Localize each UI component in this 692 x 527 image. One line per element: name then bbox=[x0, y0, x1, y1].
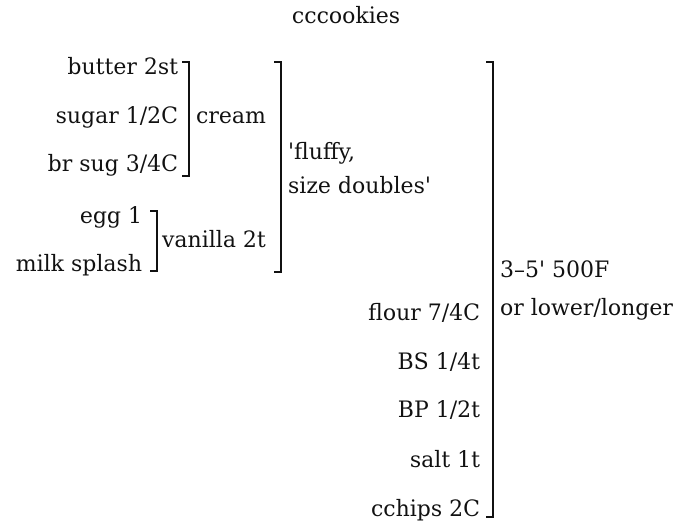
ingredient-chocolate-chips: cchips 2C bbox=[370, 497, 480, 522]
ingredient-sugar: sugar 1/2C bbox=[55, 104, 178, 129]
action-cream: cream bbox=[196, 104, 266, 129]
mix-result-line2: size doubles' bbox=[288, 174, 431, 199]
ingredient-baking-soda: BS 1/4t bbox=[397, 350, 480, 375]
ingredient-salt: salt 1t bbox=[409, 448, 480, 473]
action-vanilla: vanilla 2t bbox=[162, 228, 266, 253]
ingredient-butter: butter 2st bbox=[67, 55, 178, 80]
bracket-wet-combined bbox=[274, 61, 282, 273]
bake-note: or lower/longer bbox=[500, 296, 673, 321]
ingredient-baking-powder: BP 1/2t bbox=[397, 398, 480, 423]
bracket-bake bbox=[486, 61, 494, 518]
diagram-title: cccookies bbox=[291, 4, 401, 29]
ingredient-flour: flour 7/4C bbox=[368, 301, 480, 326]
ingredient-milk: milk splash bbox=[15, 252, 142, 277]
bake-time-temp: 3–5' 500F bbox=[500, 258, 610, 283]
ingredient-egg: egg 1 bbox=[79, 204, 142, 229]
bracket-vanilla bbox=[150, 210, 158, 272]
mix-result-line1: 'fluffy, bbox=[288, 140, 356, 165]
bracket-cream bbox=[182, 61, 190, 177]
ingredient-brown-sugar: br sug 3/4C bbox=[47, 152, 178, 177]
